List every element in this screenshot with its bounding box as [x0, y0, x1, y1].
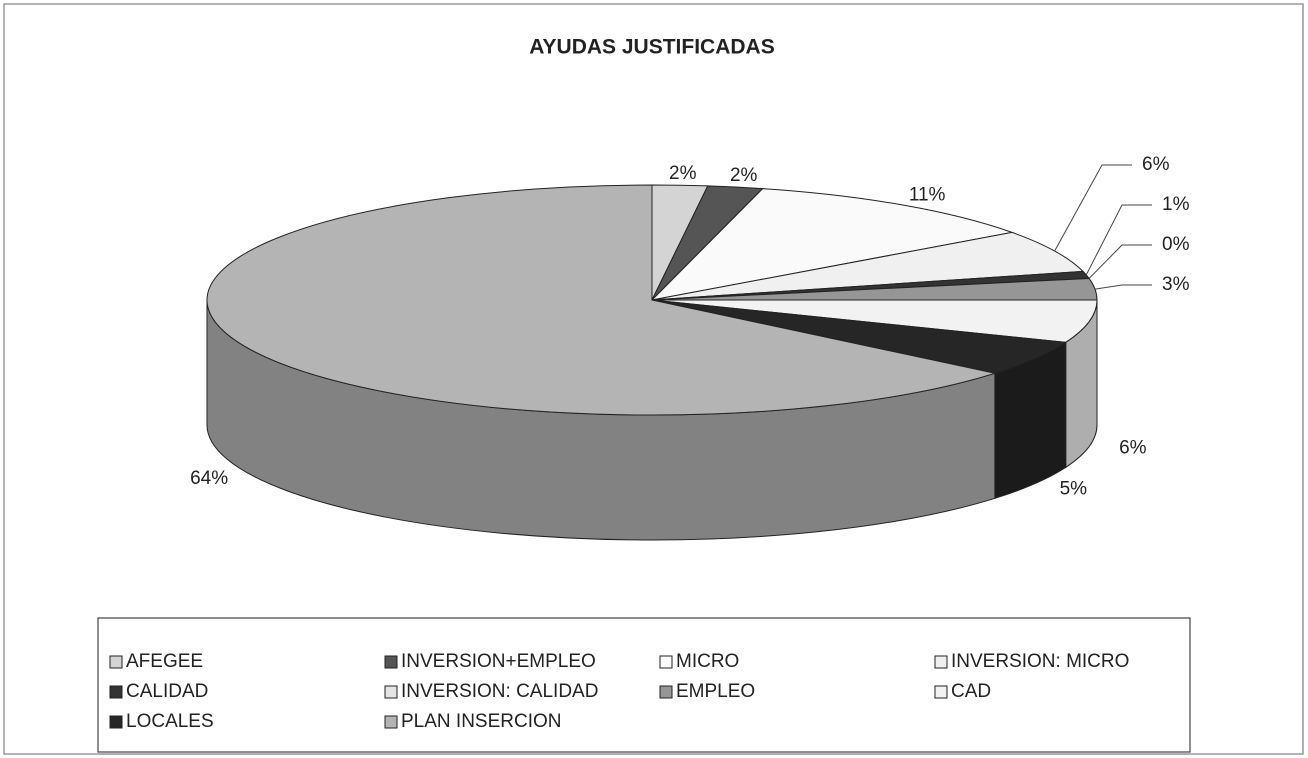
legend-swatch [109, 685, 123, 699]
legend-label: INVERSION: MICRO [951, 651, 1129, 672]
leader-line [1088, 244, 1152, 279]
leader-line [1094, 284, 1152, 290]
slice [651, 231, 1085, 301]
data-label: 1% [1162, 194, 1190, 215]
slice [650, 188, 1014, 301]
legend-swatch [934, 655, 948, 669]
data-label: 0% [1162, 234, 1190, 255]
legend-label: PLAN INSERCION [401, 711, 561, 732]
legend-swatch [384, 685, 398, 699]
legend-label: INVERSION: CALIDAD [401, 681, 598, 702]
legend-label: LOCALES [126, 711, 214, 732]
legend-box [97, 617, 1191, 753]
legend-swatch [384, 655, 398, 669]
data-label: 5% [1060, 478, 1088, 499]
legend-label: MICRO [676, 651, 739, 672]
legend-label: INVERSION+EMPLEO [401, 651, 596, 672]
slice [651, 299, 1098, 343]
legend-label: EMPLEO [676, 681, 755, 702]
data-label: 64% [190, 468, 228, 489]
legend-label: CALIDAD [126, 681, 208, 702]
data-label: 6% [1119, 438, 1147, 459]
legend-swatch [109, 715, 123, 729]
leader-line [1054, 164, 1132, 252]
legend-swatch [109, 655, 123, 669]
legend-label: CAD [951, 681, 991, 702]
slice [206, 184, 997, 416]
data-label: 11% [909, 184, 946, 205]
data-label: 2% [730, 165, 758, 186]
legend-swatch [659, 655, 673, 669]
chart-title: AYUDAS JUSTIFICADAS [529, 36, 774, 59]
legend-swatch [934, 685, 948, 699]
leader-line [1085, 204, 1152, 276]
data-label: 2% [669, 163, 697, 184]
data-label: 3% [1162, 274, 1190, 295]
legend-swatch [384, 715, 398, 729]
legend-swatch [659, 685, 673, 699]
data-label: 6% [1142, 154, 1170, 175]
legend-label: AFEGEE [126, 651, 203, 672]
